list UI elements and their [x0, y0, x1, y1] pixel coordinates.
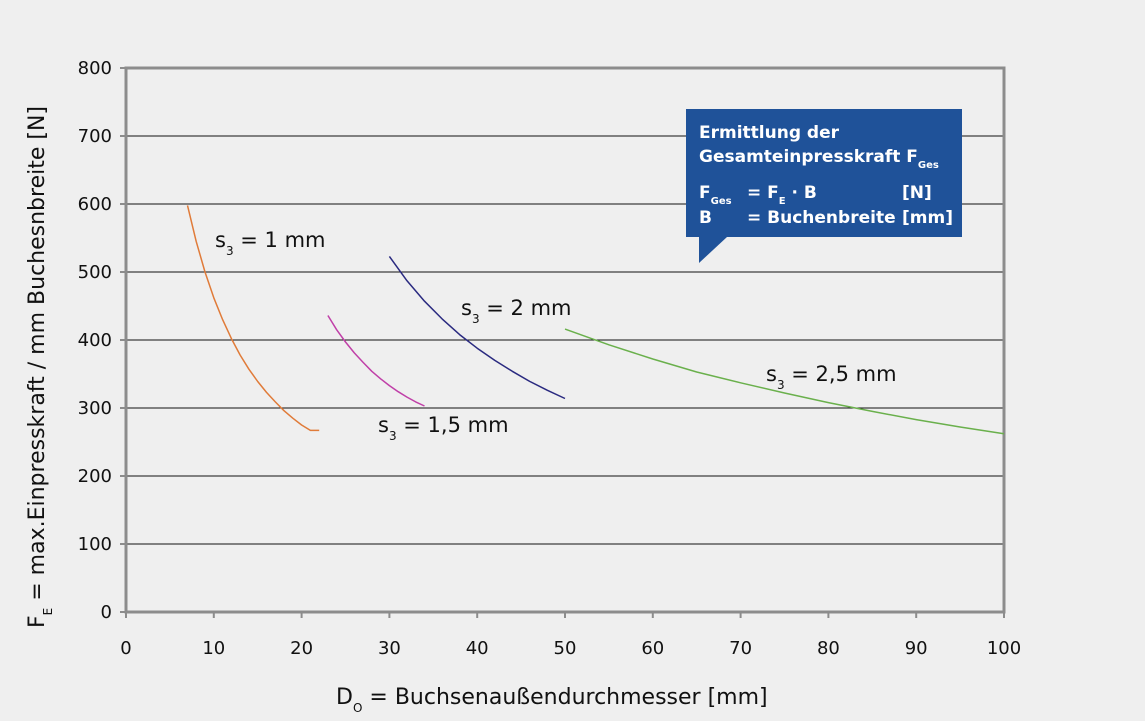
series-label-s3-2mm: s3 = 2 mm [461, 296, 572, 326]
x-tick-label-90: 90 [905, 638, 928, 659]
y-tick-label-200: 200 [78, 466, 112, 487]
callout-row2-left: B [699, 208, 712, 228]
x-tick-label-100: 100 [987, 638, 1021, 659]
callout-pointer [699, 237, 727, 263]
y-axis-title: FE = max.Einpresskraft / mm Buchesnbreit… [25, 106, 55, 628]
series-label-s3-1mm: s3 = 1 mm [215, 228, 326, 258]
x-tick-labels: 0 10 20 30 40 50 60 70 80 90 100 [120, 612, 1021, 659]
callout-background [686, 109, 962, 237]
y-tick-label-800: 800 [78, 58, 112, 79]
y-tick-label-700: 700 [78, 126, 112, 147]
series-line-2 [388, 255, 566, 400]
callout-row1-eq: = FE · B [747, 183, 817, 207]
callout-row2-eq: = Buchenbreite [747, 208, 896, 228]
x-tick-label-30: 30 [378, 638, 401, 659]
y-tick-label-500: 500 [78, 262, 112, 283]
x-axis-title: DO = Buchsenaußendurchmesser [mm] [336, 685, 768, 715]
callout-box: Ermittlung der Gesamteinpresskraft FGes … [686, 109, 962, 263]
x-tick-label-60: 60 [641, 638, 664, 659]
callout-row1-unit: [N] [902, 183, 932, 203]
y-tick-labels: 0 100 200 300 400 500 600 700 800 [78, 58, 126, 623]
series-label-s3-2-5mm: s3 = 2,5 mm [766, 362, 897, 392]
x-tick-label-40: 40 [466, 638, 489, 659]
callout-title-line2: Gesamteinpresskraft FGes [699, 147, 939, 171]
callout-row2-unit: [mm] [902, 208, 953, 228]
series-lines [186, 205, 1005, 435]
y-tick-label-400: 400 [78, 330, 112, 351]
series-line-1 [327, 315, 425, 407]
y-tick-label-100: 100 [78, 534, 112, 555]
grid [126, 135, 1004, 545]
x-tick-label-80: 80 [817, 638, 840, 659]
x-tick-label-70: 70 [729, 638, 752, 659]
x-tick-label-20: 20 [290, 638, 313, 659]
x-tick-label-10: 10 [202, 638, 225, 659]
callout-title-line1: Ermittlung der [699, 123, 840, 143]
series-label-s3-1-5mm: s3 = 1,5 mm [378, 413, 509, 443]
y-tick-label-300: 300 [78, 398, 112, 419]
y-tick-label-0: 0 [101, 602, 112, 623]
x-tick-label-50: 50 [554, 638, 577, 659]
series-line-3 [564, 328, 1005, 435]
x-tick-label-0: 0 [120, 638, 131, 659]
callout-row1-left: FGes [699, 183, 732, 207]
series-line-0 [186, 205, 320, 432]
y-tick-label-600: 600 [78, 194, 112, 215]
